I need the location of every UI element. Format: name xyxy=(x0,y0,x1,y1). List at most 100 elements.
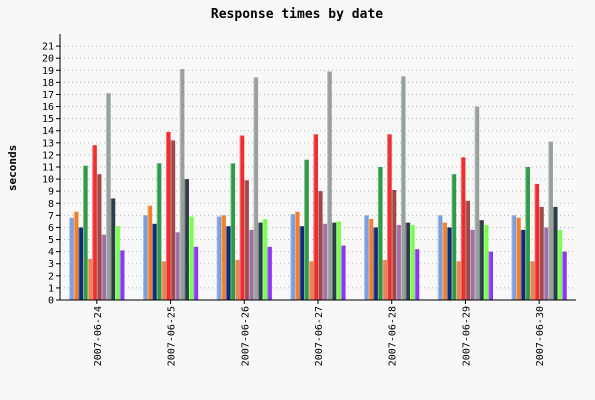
bar xyxy=(184,179,189,300)
bar-highlight xyxy=(188,216,190,300)
bar-highlight xyxy=(410,225,412,300)
bar-highlight xyxy=(396,225,398,300)
bar xyxy=(442,222,448,300)
bar xyxy=(382,260,388,300)
bar xyxy=(400,76,406,301)
bar xyxy=(539,206,544,300)
bar xyxy=(447,227,452,300)
y-tick-label: 2 xyxy=(48,271,54,282)
chart-title: Response times by date xyxy=(211,7,383,22)
bar xyxy=(516,217,521,300)
bar-highlight xyxy=(248,229,250,300)
bar-highlight xyxy=(322,223,324,300)
bar-highlight xyxy=(142,215,144,300)
y-tick-label: 4 xyxy=(48,247,54,258)
bar xyxy=(460,157,466,300)
bar xyxy=(336,221,341,300)
y-tick-label: 19 xyxy=(42,66,54,77)
y-tick-label: 7 xyxy=(48,211,54,222)
y-tick-label: 8 xyxy=(48,199,54,210)
bar-highlight xyxy=(520,229,522,300)
bar xyxy=(488,251,494,300)
bar xyxy=(308,261,314,300)
bar-highlight xyxy=(525,167,527,300)
x-tick-label: 2007-06-27 xyxy=(314,306,325,366)
bar-highlight xyxy=(262,218,264,300)
bar xyxy=(470,229,475,300)
bar xyxy=(78,227,84,300)
bar xyxy=(290,214,295,300)
bar xyxy=(258,222,263,300)
x-tick-label: 2007-06-30 xyxy=(535,306,546,366)
y-tick-label: 18 xyxy=(42,78,54,89)
bar-highlight xyxy=(400,76,402,301)
bar-highlight xyxy=(368,218,370,300)
bar-highlight xyxy=(516,217,518,300)
bar xyxy=(101,234,107,300)
bar xyxy=(534,183,540,300)
bar xyxy=(318,191,323,300)
bar xyxy=(313,134,318,300)
bar-highlight xyxy=(557,229,559,300)
y-tick-label: 11 xyxy=(42,163,54,174)
bar xyxy=(511,215,517,300)
axes xyxy=(56,34,576,304)
bar-highlight xyxy=(465,200,467,300)
bar xyxy=(152,223,157,300)
bar-highlight xyxy=(101,234,103,300)
bar-highlight xyxy=(73,211,75,300)
y-tick-label: 13 xyxy=(42,138,54,149)
y-tick-label: 10 xyxy=(42,175,54,186)
bar xyxy=(483,225,489,300)
bar-highlight xyxy=(377,167,379,300)
bar xyxy=(106,93,111,300)
bar-highlight xyxy=(373,227,375,300)
y-tick-label: 9 xyxy=(48,187,54,198)
x-tick-label: 2007-06-25 xyxy=(167,306,178,366)
bar-highlight xyxy=(165,131,167,300)
y-tick-label: 6 xyxy=(48,223,54,234)
bar-highlight xyxy=(437,215,439,300)
bar xyxy=(479,220,484,300)
bar-highlight xyxy=(562,251,564,300)
bar-highlight xyxy=(239,135,241,300)
bar-highlight xyxy=(470,229,472,300)
bar xyxy=(529,261,535,300)
bar-highlight xyxy=(184,179,186,300)
bar xyxy=(188,216,194,300)
bar-highlight xyxy=(483,225,485,300)
x-tick-label: 2007-06-26 xyxy=(240,306,251,366)
bar xyxy=(96,174,102,300)
bar xyxy=(142,215,148,300)
bar xyxy=(543,227,549,300)
bar-highlight xyxy=(152,223,154,300)
bar-highlight xyxy=(543,227,545,300)
bar-highlight xyxy=(336,221,338,300)
bar-highlight xyxy=(442,222,444,300)
bar xyxy=(253,77,259,300)
bar-highlight xyxy=(87,258,89,300)
bar-highlight xyxy=(161,261,163,300)
bar xyxy=(73,211,79,300)
y-axis-label: seconds xyxy=(6,145,19,191)
bar-highlight xyxy=(552,206,554,300)
bar xyxy=(331,222,337,300)
bar-highlight xyxy=(414,249,416,300)
y-tick-label: 17 xyxy=(42,90,54,101)
bar xyxy=(341,245,346,300)
bar-highlight xyxy=(456,261,458,300)
bar xyxy=(295,211,300,300)
bar xyxy=(322,223,328,300)
bar-highlight xyxy=(110,198,112,300)
bar xyxy=(520,229,526,300)
bars xyxy=(69,69,567,301)
bar-highlight xyxy=(460,157,462,300)
bar-highlight xyxy=(331,222,333,300)
y-tick-label: 3 xyxy=(48,259,54,270)
bar-highlight xyxy=(534,183,536,300)
bar-highlight xyxy=(170,140,172,300)
bar xyxy=(147,205,153,300)
bar-highlight xyxy=(313,134,315,300)
bar xyxy=(396,225,401,300)
bar-highlight xyxy=(156,163,158,300)
